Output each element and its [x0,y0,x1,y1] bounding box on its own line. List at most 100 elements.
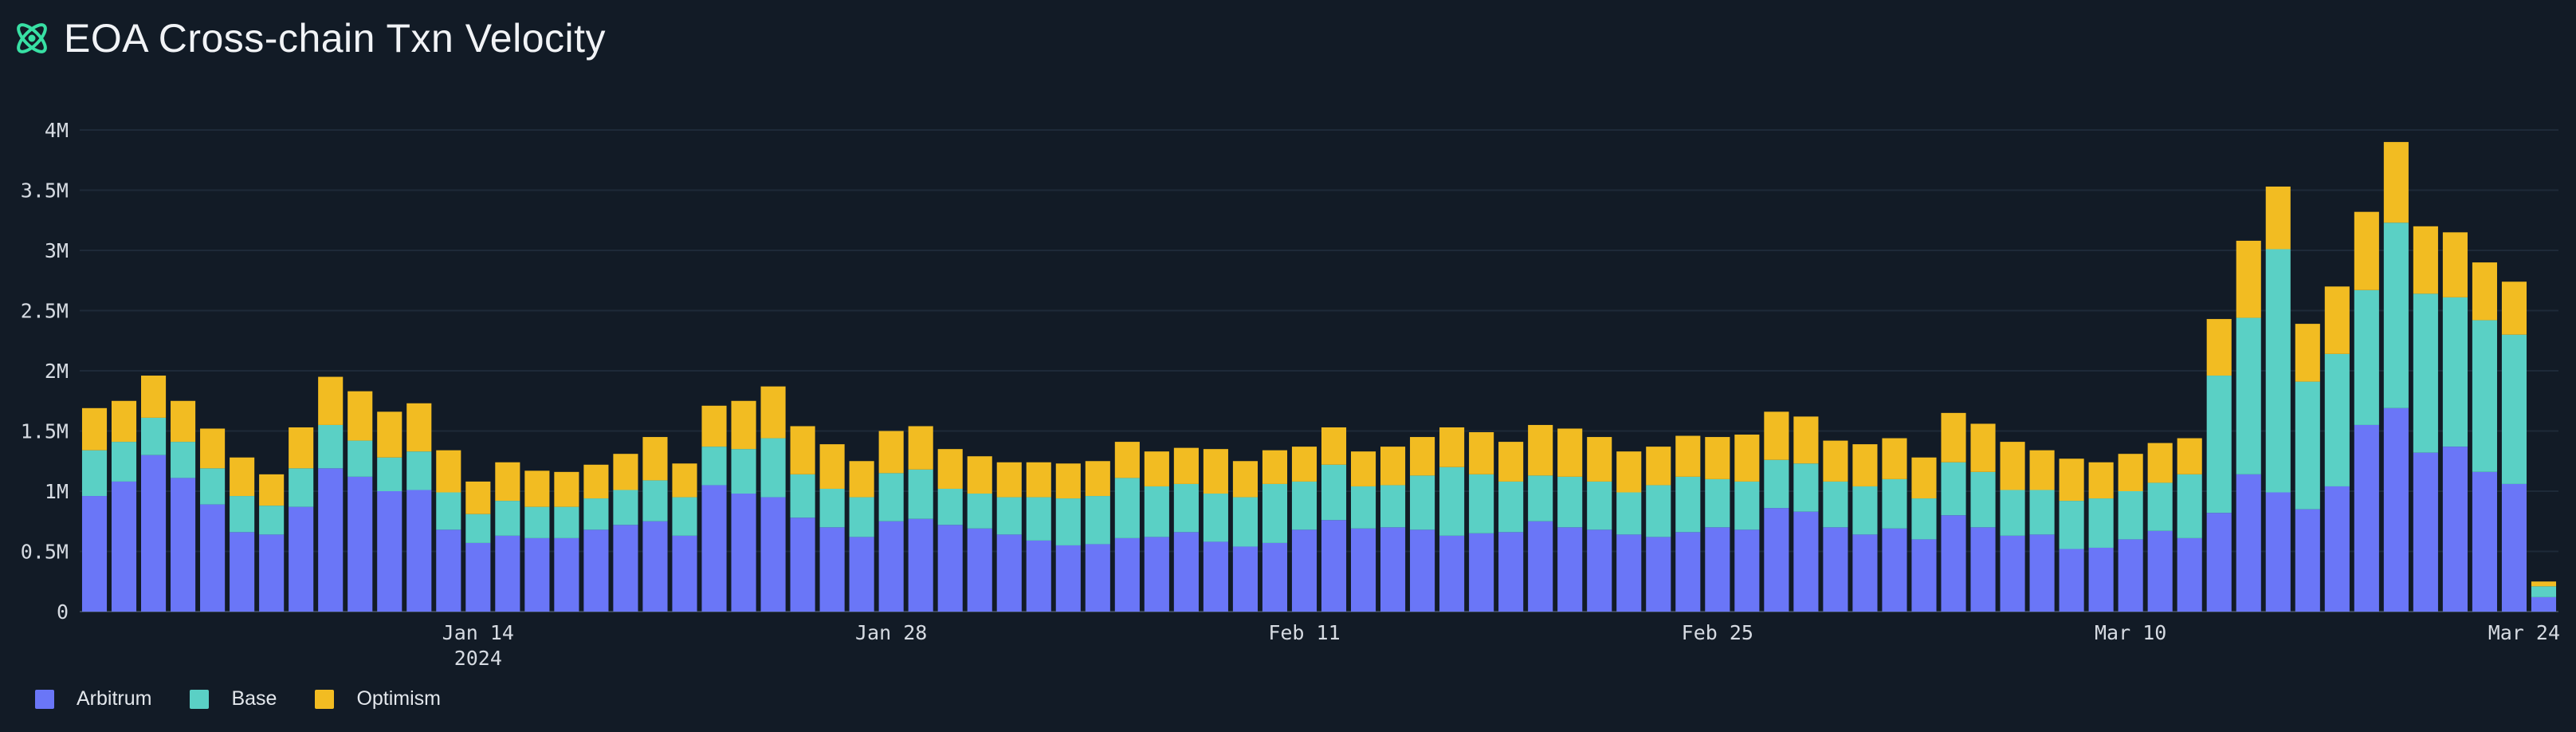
bar-segment-arbitrum[interactable] [878,521,904,612]
bar-segment-base[interactable] [760,438,786,498]
bar-segment-base[interactable] [2472,320,2497,472]
bar-segment-base[interactable] [1498,481,1524,533]
bar-segment-base[interactable] [1587,481,1612,530]
bar-segment-optimism[interactable] [2206,319,2232,376]
bar-segment-optimism[interactable] [2059,458,2084,502]
bar-segment-arbitrum[interactable] [1764,508,1789,612]
bar-segment-optimism[interactable] [2265,186,2291,250]
bar-segment-arbitrum[interactable] [2118,539,2143,612]
bar-segment-optimism[interactable] [2147,443,2173,483]
bar-segment-optimism[interactable] [1793,416,1819,464]
bar-segment-arbitrum[interactable] [849,537,874,612]
bar-segment-base[interactable] [2059,501,2084,549]
bar-segment-arbitrum[interactable] [318,468,344,612]
bar-segment-optimism[interactable] [1882,438,1907,479]
bar-segment-arbitrum[interactable] [1882,528,1907,612]
bar-segment-optimism[interactable] [524,470,550,507]
bar-segment-optimism[interactable] [2354,211,2379,290]
bar-segment-arbitrum[interactable] [937,525,963,612]
bar-segment-arbitrum[interactable] [1203,541,1228,612]
bar-segment-arbitrum[interactable] [1675,532,1701,612]
bar-segment-base[interactable] [2029,490,2055,535]
bar-segment-arbitrum[interactable] [1380,527,1406,612]
bar-segment-optimism[interactable] [171,400,196,443]
bar-segment-arbitrum[interactable] [406,490,432,612]
bar-segment-optimism[interactable] [878,431,904,474]
bar-segment-base[interactable] [2236,317,2261,474]
bar-segment-optimism[interactable] [996,462,1022,498]
bar-segment-optimism[interactable] [1587,437,1612,482]
bar-segment-base[interactable] [1410,475,1435,530]
bar-segment-optimism[interactable] [2088,462,2114,499]
bar-segment-optimism[interactable] [495,462,520,502]
bar-segment-base[interactable] [2000,490,2025,536]
bar-segment-optimism[interactable] [1173,447,1199,484]
bar-segment-base[interactable] [996,497,1022,535]
bar-segment-optimism[interactable] [230,457,255,497]
bar-segment-base[interactable] [289,468,314,507]
bar-segment-optimism[interactable] [1262,450,1288,484]
bar-segment-arbitrum[interactable] [81,496,108,612]
bar-segment-arbitrum[interactable] [2236,474,2261,612]
bar-segment-optimism[interactable] [111,400,137,443]
bar-segment-arbitrum[interactable] [1793,511,1819,612]
bar-segment-base[interactable] [642,480,668,521]
bar-segment-optimism[interactable] [642,437,668,481]
bar-segment-arbitrum[interactable] [967,528,992,612]
bar-segment-optimism[interactable] [554,471,579,507]
bar-segment-arbitrum[interactable] [819,527,845,612]
bar-segment-base[interactable] [672,497,697,536]
bar-segment-arbitrum[interactable] [2413,452,2438,612]
bar-segment-optimism[interactable] [141,376,167,418]
bar-segment-base[interactable] [1852,486,1878,535]
bar-segment-base[interactable] [1085,496,1110,545]
bar-segment-optimism[interactable] [1734,435,1760,482]
bar-segment-arbitrum[interactable] [1498,532,1524,612]
bar-segment-optimism[interactable] [2442,232,2468,297]
bar-segment-arbitrum[interactable] [289,506,314,612]
bar-segment-arbitrum[interactable] [259,534,285,612]
bar-segment-optimism[interactable] [200,428,226,469]
bar-segment-base[interactable] [2118,491,2143,540]
bar-segment-optimism[interactable] [2324,286,2350,354]
bar-segment-arbitrum[interactable] [554,537,579,612]
bar-segment-optimism[interactable] [465,481,491,514]
legend-item-optimism[interactable]: Optimism [315,687,441,710]
bar-segment-base[interactable] [259,506,285,535]
bar-segment-base[interactable] [1380,485,1406,528]
bar-segment-base[interactable] [731,449,756,494]
bar-segment-base[interactable] [819,488,845,528]
bar-segment-arbitrum[interactable] [701,485,727,612]
bar-segment-base[interactable] [1764,459,1789,509]
bar-segment-base[interactable] [2531,586,2557,597]
bar-segment-arbitrum[interactable] [1587,529,1612,612]
bar-segment-optimism[interactable] [1616,451,1642,493]
legend-item-arbitrum[interactable]: Arbitrum [35,687,151,710]
bar-segment-arbitrum[interactable] [1055,545,1081,612]
bar-segment-optimism[interactable] [1970,423,1996,472]
bar-segment-optimism[interactable] [1144,451,1169,486]
bar-segment-optimism[interactable] [406,403,432,452]
bar-segment-arbitrum[interactable] [171,478,196,612]
bar-segment-arbitrum[interactable] [996,534,1022,612]
bar-segment-arbitrum[interactable] [2501,483,2527,612]
bar-segment-optimism[interactable] [1823,440,1848,482]
bar-segment-arbitrum[interactable] [1557,527,1583,612]
bar-segment-base[interactable] [878,473,904,521]
bar-segment-optimism[interactable] [1557,428,1583,477]
bar-segment-arbitrum[interactable] [2383,407,2409,612]
bar-segment-optimism[interactable] [1055,463,1081,499]
bar-segment-arbitrum[interactable] [2000,535,2025,612]
bar-segment-optimism[interactable] [2531,581,2557,587]
bar-segment-arbitrum[interactable] [1321,520,1347,612]
bar-segment-optimism[interactable] [2236,240,2261,318]
bar-segment-base[interactable] [1911,498,1937,540]
bar-segment-optimism[interactable] [436,450,461,493]
bar-segment-base[interactable] [1705,478,1730,528]
bar-segment-arbitrum[interactable] [1173,532,1199,612]
bar-segment-base[interactable] [318,424,344,469]
bar-segment-optimism[interactable] [1439,427,1465,467]
bar-segment-arbitrum[interactable] [1705,527,1730,612]
bar-segment-base[interactable] [1262,483,1288,543]
bar-segment-base[interactable] [348,440,373,477]
